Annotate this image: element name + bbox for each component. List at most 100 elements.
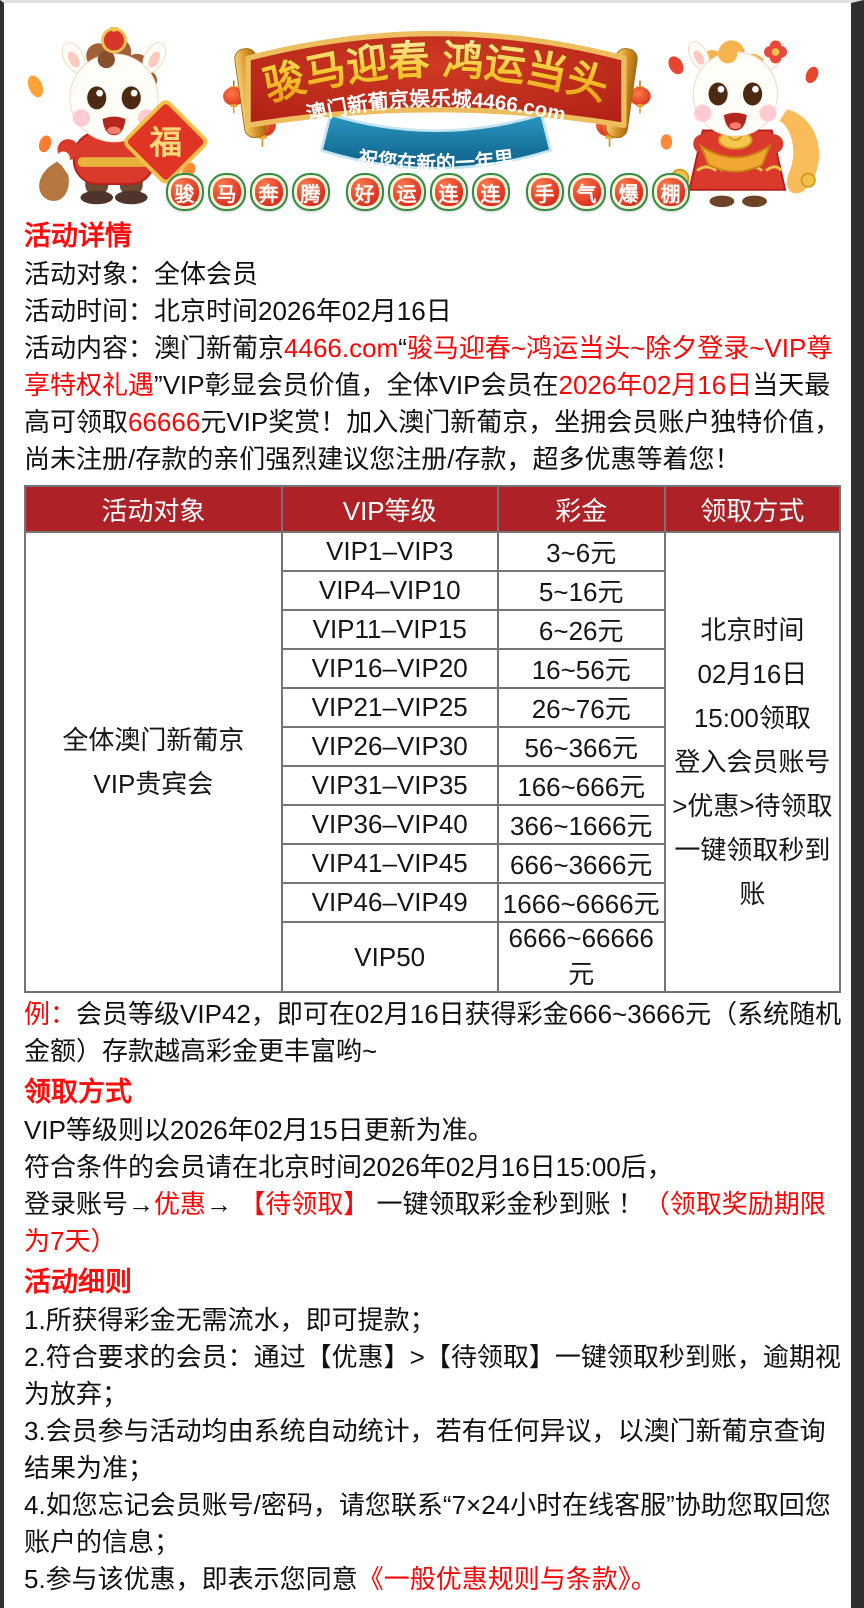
bonus-cell: 3~6元 xyxy=(496,531,666,572)
table-row: VIP16–VIP20 16~56元 xyxy=(25,648,840,689)
slogan-badges: 骏 马 奔 腾 好 运 连 连 手 气 爆 棚 xyxy=(4,173,851,211)
rule-item: 4.如您忘记会员账号/密码，请您联系“7×24小时在线客服”协助您取回您账户的信… xyxy=(24,1490,831,1557)
column-header: VIP等级 xyxy=(280,485,499,533)
vip-level-cell: VIP50 xyxy=(280,921,499,993)
vip-level-cell: VIP21–VIP25 xyxy=(280,687,499,728)
content-text: 当天最高可领取 xyxy=(24,370,831,437)
table-header-row: 活动对象 VIP等级 彩金 领取方式 xyxy=(24,485,842,533)
section-heading-claim-method: 领取方式 xyxy=(24,1077,132,1107)
rule-text: 。 xyxy=(630,1564,657,1594)
column-header: 活动对象 xyxy=(24,485,283,533)
mascot-horse-left: 福 xyxy=(27,27,208,205)
activity-content-paragraph: 活动内容：澳门新葡京4466.com“骏马迎春~鸿运当头~除夕登录~VIP尊享特… xyxy=(24,330,845,478)
table-row: VIP4–VIP10 5~16元 xyxy=(25,570,840,611)
horse-head xyxy=(69,53,159,143)
table-row: 全体澳门新葡京 VIP贵宾会 VIP1–VIP3 3~6元 北京时间 02月16… xyxy=(24,531,842,993)
terms-link[interactable]: 《一般优惠规则与条款》 xyxy=(357,1564,631,1594)
bonus-cell: 166~666元 xyxy=(496,765,666,806)
scroll-band xyxy=(245,30,627,128)
table-row: VIP50 6666~66666元 xyxy=(25,921,840,993)
table-row: VIP11–VIP15 6~26元 xyxy=(25,609,840,650)
fu-character: 福 xyxy=(148,124,182,160)
bonus-cell: 26~76元 xyxy=(496,687,666,728)
activity-time-label: 活动时间： xyxy=(24,296,155,326)
claim-rule-line: 登录账号→优惠→ 【待领取】 一键领取彩金秒到账 ！（领取奖励期限为7天） xyxy=(24,1186,845,1260)
bonus-cell: 16~56元 xyxy=(496,648,666,689)
slogan-badge: 马 xyxy=(207,173,246,211)
slogan-badge: 气 xyxy=(567,173,606,211)
column-header: 领取方式 xyxy=(663,485,842,533)
content-text: VIP彰显会员价值，全体VIP会员在 xyxy=(162,370,559,400)
vip-level-cell: VIP26–VIP30 xyxy=(280,726,499,767)
example-body: 会员等级VIP42，即可在02月16日获得彩金666~3666元（系统随机金额）… xyxy=(24,999,842,1066)
slogan-badge: 奔 xyxy=(249,173,288,211)
claim-rule-line: 符合条件的会员请在北京时间2026年02月16日15:00后， xyxy=(24,1152,673,1182)
bonus-cell: 6666~66666元 xyxy=(496,921,666,993)
claim-rule-line: VIP等级则以2026年02月15日更新为准。 xyxy=(24,1115,494,1145)
table-row: VIP46–VIP49 1666~6666元 xyxy=(25,882,840,923)
site-domain-link[interactable]: 4466.com xyxy=(284,333,399,363)
horse-mouth xyxy=(723,112,747,131)
vip-level-cell: VIP16–VIP20 xyxy=(280,648,499,689)
table-row: VIP21–VIP25 26~76元 xyxy=(25,687,840,728)
wish-ribbon xyxy=(319,112,553,170)
content-text: 澳门新葡京 xyxy=(154,333,285,363)
column-header: 彩金 xyxy=(496,485,666,533)
claim-step-text: 一键领取彩金秒到账 ！ xyxy=(369,1189,644,1219)
content-text: 元VIP奖赏！加入澳门新葡京，坐拥会员账户独特价值，尚未注册/存款的亲们强烈建议… xyxy=(24,407,841,474)
table-row: VIP36–VIP40 366~1666元 xyxy=(25,804,840,845)
section-heading-details: 活动详情 xyxy=(24,221,132,251)
rule-item: 1.所获得彩金无需流水，即可提款； xyxy=(24,1305,436,1335)
activity-time-value: 北京时间2026年02月16日 xyxy=(154,296,452,326)
group-cell: 全体澳门新葡京 VIP贵宾会 xyxy=(24,531,283,993)
petal-decoration xyxy=(668,56,684,75)
slogan-badge: 骏 xyxy=(165,173,204,211)
rule-item: 2.符合要求的会员：通过【优惠】>【待领取】一键领取秒到账，逾期视为放弃； xyxy=(24,1342,841,1409)
banner-scroll: 骏马迎春 鸿运当头 澳门新葡京娱乐城4466.com 祝您在新的一年里 xyxy=(223,30,651,175)
claim-line: 15:00领取 xyxy=(693,703,811,733)
table-row: VIP41–VIP45 666~3666元 xyxy=(25,843,840,884)
example-prefix: 例： xyxy=(24,999,77,1029)
vip-level-cell: VIP41–VIP45 xyxy=(280,843,499,884)
promo-content: 活动详情 活动对象：全体会员 活动时间：北京时间2026年02月16日 活动内容… xyxy=(4,216,851,1608)
activity-time-line: 活动时间：北京时间2026年02月16日 xyxy=(24,293,845,330)
group-line: 全体澳门新葡京 xyxy=(62,725,245,755)
content-date-highlight: 2026年02月16日 xyxy=(558,370,753,400)
petal-decoration xyxy=(27,75,44,98)
content-amount-highlight: 66666 xyxy=(128,407,201,437)
example-paragraph: 例：会员等级VIP42，即可在02月16日获得彩金666~3666元（系统随机金… xyxy=(24,996,845,1070)
slogan-badge: 腾 xyxy=(291,173,330,211)
bonus-cell: 366~1666元 xyxy=(496,804,666,845)
bonus-cell: 6~26元 xyxy=(496,609,666,650)
claim-line: 北京时间 xyxy=(700,615,805,645)
content-text: ” xyxy=(154,370,163,400)
horse-tail xyxy=(39,161,69,201)
section-heading-rules: 活动细则 xyxy=(24,1267,132,1297)
claim-step-pending: 【待领取】 xyxy=(239,1189,370,1219)
claim-line: 一键领取秒到账 xyxy=(674,835,831,909)
vip-level-cell: VIP4–VIP10 xyxy=(280,570,499,611)
horse-eye xyxy=(87,86,107,110)
bonus-cell: 56~366元 xyxy=(496,726,666,767)
rule-text: 5.参与该优惠，即表示您同意 xyxy=(24,1564,358,1594)
activity-content-label: 活动内容： xyxy=(24,333,155,363)
claim-line: 登入会员账号 xyxy=(674,747,831,777)
table-row: VIP26–VIP30 56~366元 xyxy=(25,726,840,767)
fu-sign: 福 xyxy=(124,100,208,184)
activity-target-line: 活动对象：全体会员 xyxy=(24,256,845,293)
bonus-cell: 1666~6666元 xyxy=(496,882,666,923)
claim-step-text: 登录账号→ xyxy=(24,1189,155,1219)
claim-step-promo: 优惠 xyxy=(154,1189,207,1219)
activity-target-value: 全体会员 xyxy=(154,259,259,289)
lantern-icon xyxy=(629,80,651,114)
bonus-cell: 666~3666元 xyxy=(496,843,666,884)
rule-item: 3.会员参与活动均由系统自动统计，若有任何异议，以澳门新葡京查询结果为准； xyxy=(24,1416,826,1483)
claim-deadline-note: （领取奖励期限为7天） xyxy=(24,1189,826,1256)
gold-bowl xyxy=(698,143,772,173)
horse-mane-tail xyxy=(779,109,820,194)
slogan-badge: 棚 xyxy=(651,173,690,211)
slogan-badge: 连 xyxy=(471,173,510,211)
slogan-badge: 好 xyxy=(345,173,384,211)
group-line: VIP贵宾会 xyxy=(93,769,214,799)
bonus-cell: 5~16元 xyxy=(496,570,666,611)
